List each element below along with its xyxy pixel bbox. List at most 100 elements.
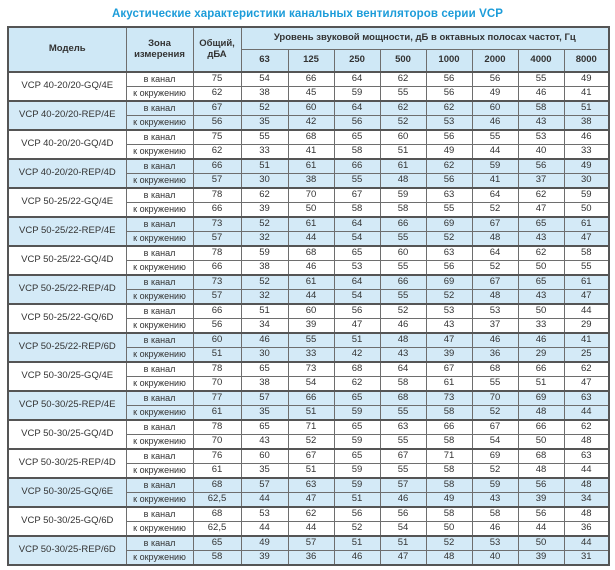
value-cell: 62	[517, 187, 565, 203]
value-cell: 61	[287, 274, 335, 290]
value-cell: 54	[379, 521, 427, 537]
value-cell: 38	[563, 115, 610, 131]
value-cell: 41	[563, 332, 610, 348]
value-cell: 53	[333, 260, 381, 276]
value-cell: 41	[287, 144, 335, 160]
total-cell-ambient: 58	[192, 550, 242, 566]
value-cell: 49	[563, 71, 610, 87]
value-cell: 69	[517, 390, 565, 406]
total-cell-duct: 76	[192, 448, 242, 464]
value-cell: 38	[240, 376, 289, 392]
value-cell: 44	[563, 535, 610, 551]
value-cell: 57	[287, 535, 335, 551]
value-cell: 61	[563, 274, 610, 290]
zone-cell-duct: в канал	[125, 332, 194, 348]
value-cell: 68	[379, 390, 427, 406]
zone-cell-ambient: к окружению	[125, 173, 194, 189]
value-cell: 30	[563, 173, 610, 189]
value-cell: 33	[563, 144, 610, 160]
value-cell: 39	[240, 550, 289, 566]
total-cell-ambient: 62,5	[192, 492, 242, 508]
value-cell: 56	[425, 173, 473, 189]
col-header-model: Модель	[7, 26, 127, 73]
table-row-duct: VCP 50-25/22-REP/6D в канал 60 46 55 51 …	[7, 332, 610, 363]
value-cell: 44	[240, 492, 289, 508]
value-cell: 47	[563, 231, 610, 247]
value-cell: 52	[425, 231, 473, 247]
value-cell: 44	[240, 521, 289, 537]
value-cell: 48	[379, 173, 427, 189]
value-cell: 71	[425, 448, 473, 464]
value-cell: 59	[240, 245, 289, 261]
value-cell: 52	[287, 434, 335, 450]
value-cell: 32	[240, 231, 289, 247]
value-cell: 62	[379, 100, 427, 116]
table-row-ambient: к окружению 61 35 51 59 55 58 52 48 44	[8, 463, 610, 479]
value-cell: 62	[425, 158, 473, 174]
table-row-ambient: к окружению 56 35 42 56 52 53 46 43 38	[8, 115, 610, 131]
page-title: Акустические характеристики канальных ве…	[111, 8, 504, 20]
table-row-ambient: к окружению 70 43 52 59 55 58 54 50 48	[8, 434, 610, 450]
col-header-freq-250: 250	[333, 49, 381, 73]
value-cell: 57	[379, 477, 427, 493]
table-row-ambient: к окружению 57 32 44 54 55 52 48 43 47	[8, 231, 610, 247]
value-cell: 68	[471, 361, 519, 377]
value-cell: 58	[425, 405, 473, 421]
table-row-ambient: к окружению 56 34 39 47 46 43 37 33 29	[8, 318, 610, 334]
value-cell: 33	[517, 318, 565, 334]
table-row-duct: VCP 40-20/20-GQ/4D в канал 75 55 68 65 6…	[7, 129, 610, 160]
value-cell: 56	[333, 506, 381, 522]
value-cell: 44	[563, 463, 610, 479]
table-row-duct: VCP 50-30/25-GQ/6D в канал 68 53 62 56 5…	[7, 506, 610, 537]
value-cell: 43	[517, 289, 565, 305]
value-cell: 62	[425, 100, 473, 116]
col-header-spl-group: Уровень звуковой мощности, дБ в октавных…	[240, 26, 610, 50]
value-cell: 47	[563, 289, 610, 305]
total-cell-duct: 73	[192, 216, 242, 232]
value-cell: 50	[517, 303, 565, 319]
zone-cell-ambient: к окружению	[125, 434, 194, 450]
total-cell-duct: 67	[192, 100, 242, 116]
value-cell: 35	[240, 463, 289, 479]
value-cell: 58	[425, 506, 473, 522]
model-cell: VCP 40-20/20-GQ/4E	[7, 71, 127, 102]
value-cell: 48	[517, 463, 565, 479]
total-cell-duct: 73	[192, 274, 242, 290]
value-cell: 39	[240, 202, 289, 218]
total-cell-duct: 78	[192, 419, 242, 435]
total-cell-ambient: 62	[192, 86, 242, 102]
value-cell: 60	[379, 245, 427, 261]
value-cell: 68	[333, 361, 381, 377]
zone-cell-duct: в канал	[125, 506, 194, 522]
table-header: Модель Зона измерения Общий, дБА Уровень з…	[7, 26, 610, 73]
value-cell: 56	[333, 115, 381, 131]
acoustic-table: Модель Зона измерения Общий, дБА Уровень з…	[7, 26, 611, 566]
total-cell-ambient: 61	[192, 405, 242, 421]
value-cell: 58	[471, 506, 519, 522]
value-cell: 59	[333, 463, 381, 479]
value-cell: 43	[425, 318, 473, 334]
zone-cell-ambient: к окружению	[125, 260, 194, 276]
model-cell: VCP 50-25/22-REP/4D	[7, 274, 127, 305]
value-cell: 49	[240, 535, 289, 551]
value-cell: 55	[471, 376, 519, 392]
value-cell: 45	[287, 86, 335, 102]
value-cell: 55	[563, 260, 610, 276]
zone-cell-ambient: к окружению	[125, 463, 194, 479]
value-cell: 46	[287, 260, 335, 276]
model-cell: VCP 40-20/20-REP/4E	[7, 100, 127, 131]
value-cell: 49	[471, 86, 519, 102]
zone-cell-ambient: к окружению	[125, 521, 194, 537]
value-cell: 51	[287, 463, 335, 479]
value-cell: 42	[287, 115, 335, 131]
table-row-duct: VCP 50-30/25-GQ/6E в канал 68 57 63 59 5…	[7, 477, 610, 508]
value-cell: 63	[425, 187, 473, 203]
value-cell: 58	[425, 463, 473, 479]
value-cell: 41	[563, 86, 610, 102]
table-row-ambient: к окружению 61 35 51 59 55 58 52 48 44	[8, 405, 610, 421]
value-cell: 56	[333, 303, 381, 319]
value-cell: 59	[333, 86, 381, 102]
value-cell: 51	[240, 158, 289, 174]
value-cell: 68	[517, 448, 565, 464]
value-cell: 44	[287, 289, 335, 305]
